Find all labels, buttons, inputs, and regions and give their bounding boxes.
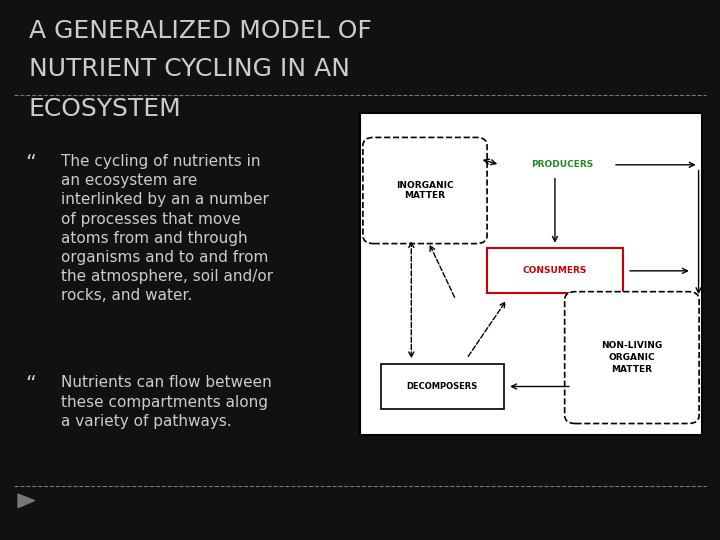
Text: NON-LIVING
ORGANIC
MATTER: NON-LIVING ORGANIC MATTER — [601, 341, 662, 374]
Text: Nutrients can flow between
these compartments along
a variety of pathways.: Nutrients can flow between these compart… — [61, 375, 272, 429]
FancyBboxPatch shape — [380, 364, 504, 409]
Polygon shape — [18, 494, 35, 508]
Text: A GENERALIZED MODEL OF: A GENERALIZED MODEL OF — [29, 19, 372, 43]
Text: PRODUCERS: PRODUCERS — [531, 160, 593, 170]
Text: DECOMPOSERS: DECOMPOSERS — [407, 382, 477, 391]
FancyBboxPatch shape — [360, 113, 702, 435]
FancyBboxPatch shape — [487, 248, 624, 293]
FancyBboxPatch shape — [363, 137, 487, 244]
Text: NUTRIENT CYCLING IN AN: NUTRIENT CYCLING IN AN — [29, 57, 350, 80]
Text: ECOSYSTEM: ECOSYSTEM — [29, 97, 181, 121]
Text: “: “ — [25, 375, 36, 395]
Text: INORGANIC
MATTER: INORGANIC MATTER — [396, 181, 454, 200]
Text: The cycling of nutrients in
an ecosystem are
interlinked by an a number
of proce: The cycling of nutrients in an ecosystem… — [61, 154, 274, 303]
Text: CONSUMERS: CONSUMERS — [523, 266, 587, 275]
Text: “: “ — [25, 154, 36, 174]
FancyBboxPatch shape — [564, 292, 699, 423]
